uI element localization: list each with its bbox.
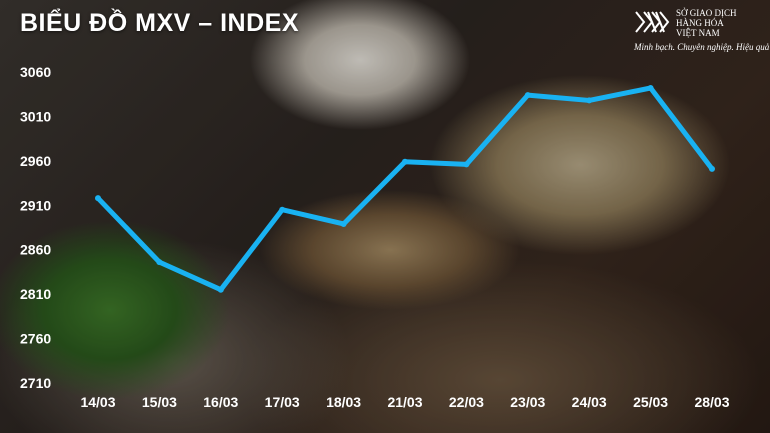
x-tick-label: 17/03 (265, 394, 300, 410)
y-tick-label: 2860 (20, 242, 51, 258)
x-tick-label: 25/03 (633, 394, 668, 410)
data-point (586, 97, 593, 104)
x-tick-label: 14/03 (80, 394, 115, 410)
exchange-logo: SỞ GIAO DỊCH HÀNG HÓA VIỆT NAM Minh bạch… (634, 6, 769, 56)
data-point (95, 195, 101, 202)
exchange-name: SỞ GIAO DỊCH HÀNG HÓA VIỆT NAM (676, 8, 737, 38)
x-axis: 14/03 15/03 16/03 17/03 18/03 21/03 22/03 23/03… (80, 394, 729, 410)
y-tick-label: 2810 (20, 286, 51, 302)
x-tick-label: 21/03 (387, 394, 422, 410)
series-group (95, 84, 715, 293)
x-tick-label: 28/03 (694, 394, 729, 410)
y-tick-label: 2960 (20, 153, 51, 169)
y-tick-label: 2710 (20, 375, 51, 391)
data-point (463, 161, 470, 168)
x-tick-label: 18/03 (326, 394, 361, 410)
mxv-logo-icon (635, 11, 670, 33)
y-axis: 3060 3010 2960 2910 2860 2810 2760 2710 (20, 64, 51, 391)
y-tick-label: 3010 (20, 108, 51, 124)
data-point (524, 92, 531, 99)
data-point (402, 158, 408, 165)
x-tick-label: 24/03 (572, 394, 607, 410)
chart-title: BIỂU ĐỒ MXV – INDEX (20, 9, 299, 37)
data-point (647, 84, 654, 91)
exchange-slogan: Minh bạch. Chuyên nghiệp. Hiệu quả (634, 42, 770, 52)
x-tick-label: 23/03 (510, 394, 545, 410)
data-point (156, 259, 163, 266)
data-point (279, 206, 286, 213)
data-point (709, 165, 715, 172)
series-line (95, 85, 715, 293)
data-point (217, 286, 224, 293)
x-tick-label: 15/03 (142, 394, 177, 410)
y-tick-label: 3060 (20, 64, 51, 80)
data-point (340, 220, 347, 227)
y-tick-label: 2910 (20, 197, 51, 213)
y-tick-label: 2760 (20, 331, 51, 347)
x-tick-label: 22/03 (449, 394, 484, 410)
x-tick-label: 16/03 (203, 394, 238, 410)
